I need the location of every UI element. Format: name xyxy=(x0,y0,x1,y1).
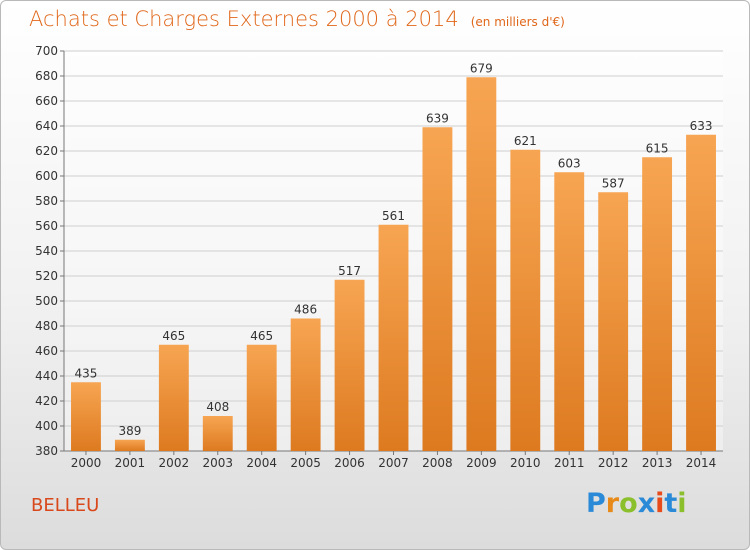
location-label: BELLEU xyxy=(31,495,100,516)
data-label-2002: 465 xyxy=(162,329,185,343)
y-tick-label: 400 xyxy=(35,419,58,433)
logo-letter: t xyxy=(664,488,678,519)
y-tick-label: 700 xyxy=(35,44,58,58)
x-tick-label: 2009 xyxy=(466,456,497,470)
y-tick-label: 540 xyxy=(35,244,58,258)
bar-2012 xyxy=(598,192,629,451)
x-tick-label: 2013 xyxy=(642,456,673,470)
bar-2002 xyxy=(158,344,189,451)
data-label-2011: 603 xyxy=(558,156,581,170)
logo-letter: o xyxy=(619,488,638,519)
logo-letter: P xyxy=(586,488,606,519)
data-label-2001: 389 xyxy=(118,424,141,438)
logo-letter: r xyxy=(605,488,620,519)
data-label-2010: 621 xyxy=(514,134,537,148)
bar-2009 xyxy=(466,77,497,451)
bar-2004 xyxy=(246,344,277,451)
data-label-2005: 486 xyxy=(294,303,317,317)
proxiti-logo: Proxiti xyxy=(586,488,687,519)
x-tick-label: 2007 xyxy=(378,456,409,470)
x-tick-label: 2001 xyxy=(115,456,146,470)
bar-2010 xyxy=(510,149,541,451)
bar-2007 xyxy=(378,224,409,451)
y-tick-label: 660 xyxy=(35,94,58,108)
logo-letter: x xyxy=(637,488,656,519)
bar-2001 xyxy=(114,439,145,451)
data-label-2003: 408 xyxy=(206,400,229,414)
data-label-2013: 615 xyxy=(646,141,669,155)
bar-2011 xyxy=(554,172,585,451)
data-label-2009: 679 xyxy=(470,61,493,75)
y-tick-label: 580 xyxy=(35,194,58,208)
x-tick-label: 2010 xyxy=(510,456,541,470)
y-tick-label: 560 xyxy=(35,219,58,233)
y-tick-label: 440 xyxy=(35,369,58,383)
bar-2008 xyxy=(422,127,453,451)
x-tick-label: 2014 xyxy=(686,456,717,470)
y-tick-label: 520 xyxy=(35,269,58,283)
y-tick-label: 600 xyxy=(35,169,58,183)
y-tick-label: 480 xyxy=(35,319,58,333)
data-label-2006: 517 xyxy=(338,264,361,278)
data-label-2012: 587 xyxy=(602,176,625,190)
data-label-2008: 639 xyxy=(426,111,449,125)
bar-2003 xyxy=(202,416,233,451)
chart-unit: (en milliers d'€) xyxy=(470,15,565,29)
y-tick-label: 460 xyxy=(35,344,58,358)
x-tick-label: 2003 xyxy=(202,456,233,470)
y-tick-label: 500 xyxy=(35,294,58,308)
x-tick-label: 2006 xyxy=(334,456,365,470)
x-tick-label: 2004 xyxy=(246,456,277,470)
bar-2006 xyxy=(334,279,365,451)
bar-2000 xyxy=(71,382,101,451)
bar-2014 xyxy=(686,134,716,451)
y-tick-label: 680 xyxy=(35,69,58,83)
x-tick-label: 2012 xyxy=(598,456,629,470)
y-tick-label: 420 xyxy=(35,394,58,408)
logo-letter: i xyxy=(677,488,687,519)
logo-letter: i xyxy=(655,488,665,519)
y-tick-label: 620 xyxy=(35,144,58,158)
x-tick-label: 2011 xyxy=(554,456,585,470)
x-tick-label: 2008 xyxy=(422,456,453,470)
data-label-2007: 561 xyxy=(382,209,405,223)
data-label-2014: 633 xyxy=(690,119,713,133)
x-tick-label: 2002 xyxy=(159,456,190,470)
chart-title-block: Achats et Charges Externes 2000 à 2014 (e… xyxy=(29,7,565,31)
data-label-2004: 465 xyxy=(250,329,273,343)
data-label-2000: 435 xyxy=(75,366,98,380)
x-tick-label: 2000 xyxy=(71,456,102,470)
x-tick-label: 2005 xyxy=(290,456,321,470)
y-tick-label: 640 xyxy=(35,119,58,133)
bar-2005 xyxy=(290,318,321,451)
y-tick-label: 380 xyxy=(35,444,58,458)
bar-2013 xyxy=(642,157,673,451)
chart-title: Achats et Charges Externes 2000 à 2014 xyxy=(29,7,459,31)
